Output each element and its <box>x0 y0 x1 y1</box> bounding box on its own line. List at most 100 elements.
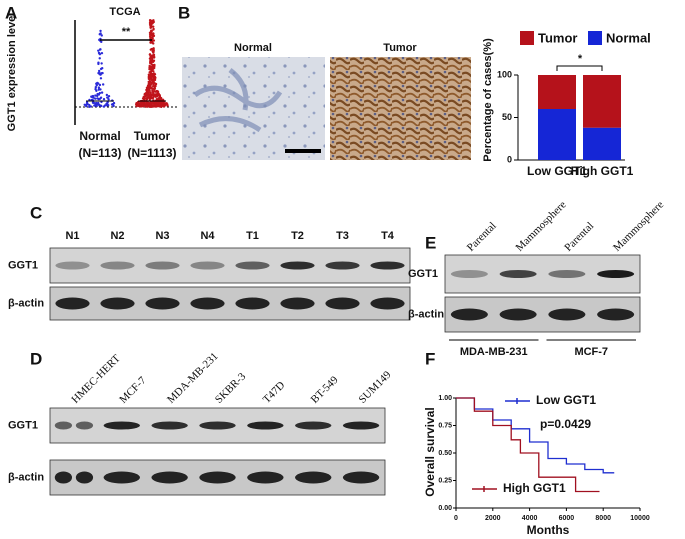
dot <box>149 19 153 22</box>
dot <box>106 102 109 105</box>
dot <box>98 97 102 101</box>
blot-band <box>342 471 380 484</box>
blot-band <box>280 261 315 270</box>
dot <box>98 103 101 107</box>
dot <box>141 104 144 107</box>
blot-band <box>499 270 537 278</box>
dot <box>105 93 109 97</box>
blot-band <box>190 261 225 270</box>
blot-band <box>100 297 135 310</box>
dot <box>151 35 154 38</box>
dot <box>150 33 153 36</box>
x-tick-label: 0 <box>454 515 458 522</box>
dot <box>150 104 154 107</box>
dot <box>151 96 155 100</box>
dot <box>159 97 163 100</box>
dot <box>148 74 151 78</box>
dot <box>102 97 106 101</box>
dot <box>151 85 155 88</box>
y-tick-label: 0 <box>507 154 512 164</box>
dot <box>99 29 102 33</box>
dot <box>148 103 152 107</box>
lane-label: T47D <box>261 379 288 406</box>
x-tick-label: (N=1113) <box>127 146 176 160</box>
dot <box>152 51 155 54</box>
blot-band <box>548 270 586 278</box>
blot-band <box>597 270 635 278</box>
blot-band <box>370 261 405 270</box>
dot <box>147 82 150 86</box>
blot-band <box>75 471 94 484</box>
lane-label: N2 <box>110 230 124 242</box>
dot <box>155 95 158 98</box>
dot <box>145 86 149 90</box>
dot <box>148 35 152 38</box>
dot <box>148 66 151 69</box>
blot-band <box>499 308 537 321</box>
blot-band <box>247 421 284 430</box>
group-label: MCF-7 <box>574 346 608 358</box>
dot <box>154 90 157 93</box>
scale-bar <box>285 149 321 153</box>
blot-row-label: GGT1 <box>408 268 438 280</box>
survival-curve <box>456 397 615 474</box>
blot-band <box>190 297 225 310</box>
x-tick-label: Tumor <box>134 129 171 143</box>
dot <box>149 91 152 94</box>
blot-band <box>199 421 236 430</box>
blot-band <box>235 261 270 270</box>
dot <box>147 77 151 81</box>
blot-band <box>145 297 180 310</box>
panel-letter: D <box>30 349 42 368</box>
x-tick-label: 2000 <box>485 515 501 522</box>
annotation: ** <box>122 26 131 38</box>
dot <box>98 57 101 60</box>
y-tick-label: 0.75 <box>438 422 452 429</box>
x-tick-label: (N=113) <box>78 146 121 160</box>
dot <box>98 83 102 87</box>
annotation: * <box>578 53 583 65</box>
blot-band <box>54 421 73 430</box>
dot <box>148 22 152 26</box>
dot <box>149 94 152 97</box>
dot <box>137 102 140 106</box>
micrograph-label: Normal <box>234 42 272 54</box>
dot <box>152 47 155 50</box>
dot <box>96 81 99 85</box>
annotation: p=0.0429 <box>540 417 591 431</box>
blot-row-label: GGT1 <box>8 419 38 431</box>
dot <box>111 103 115 106</box>
tissue-structure <box>193 68 283 133</box>
chart-title: TCGA <box>109 6 140 18</box>
y-axis-label: Percentage of cases(%) <box>482 38 494 162</box>
dot <box>99 32 102 35</box>
dot <box>98 72 102 76</box>
bar-segment <box>538 109 576 160</box>
legend-line <box>472 486 497 492</box>
dot <box>149 84 152 88</box>
dot <box>101 83 105 86</box>
tumor-micrograph <box>330 57 471 160</box>
dot <box>97 86 101 89</box>
lane-label: T3 <box>336 230 349 242</box>
dot <box>147 102 150 105</box>
blot-band <box>450 270 488 278</box>
blot-band <box>597 308 635 321</box>
dot <box>143 97 146 100</box>
legend-label: High GGT1 <box>503 481 566 495</box>
dot <box>107 98 110 101</box>
normal-micrograph <box>182 57 325 160</box>
y-axis-label: Overall survival <box>423 407 437 496</box>
dot <box>146 89 149 92</box>
dot <box>99 77 103 80</box>
dot <box>153 77 156 81</box>
lane-label: MCF-7 <box>117 374 149 406</box>
dot <box>83 103 86 107</box>
dot <box>151 93 155 96</box>
dot <box>100 51 104 55</box>
lane-label: T1 <box>246 230 259 242</box>
blot-band <box>325 261 360 270</box>
dot <box>95 84 98 87</box>
blot-band <box>325 297 360 310</box>
